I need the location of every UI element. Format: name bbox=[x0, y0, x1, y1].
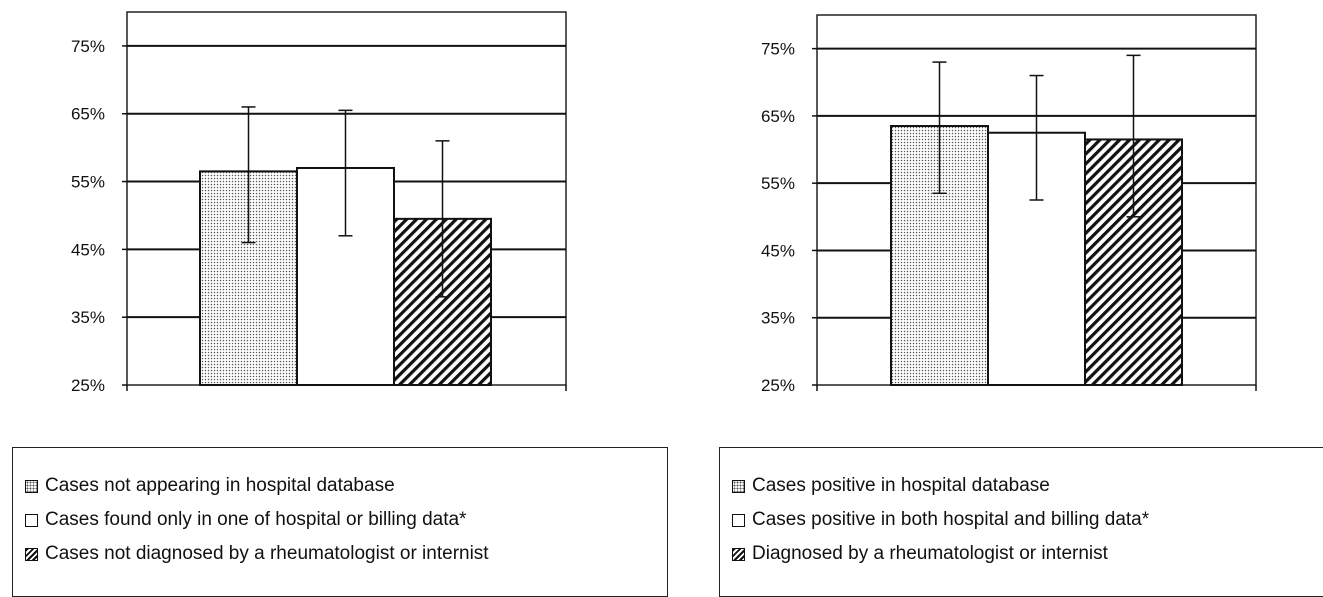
legend-item-dotted: Cases not appearing in hospital database bbox=[25, 469, 667, 503]
legend-item-white: Cases positive in both hospital and bill… bbox=[732, 503, 1323, 537]
y-tick-label: 45% bbox=[71, 240, 105, 259]
left-chart: 25% 35% 45% 55% 65% 75% bbox=[71, 11, 567, 395]
y-tick-label: 55% bbox=[761, 174, 795, 193]
legend-item-white: Cases found only in one of hospital or b… bbox=[25, 503, 667, 537]
y-tick-label: 25% bbox=[71, 376, 105, 395]
legend-label: Cases not diagnosed by a rheumatologist … bbox=[45, 543, 489, 564]
legend-label: Cases found only in one of hospital or b… bbox=[45, 509, 467, 530]
legend-item-dotted: Cases positive in hospital database bbox=[732, 469, 1323, 503]
legend-item-hatched: Cases not diagnosed by a rheumatologist … bbox=[25, 537, 667, 571]
y-tick-label: 65% bbox=[761, 107, 795, 126]
legend-label: Cases not appearing in hospital database bbox=[45, 475, 395, 496]
legend-item-hatched: Diagnosed by a rheumatologist or interni… bbox=[732, 537, 1323, 571]
y-tick-label: 25% bbox=[761, 376, 795, 395]
hatched-swatch-icon bbox=[732, 547, 745, 561]
right-chart: 25% 35% 45% 55% 65% 75% bbox=[761, 14, 1257, 395]
white-swatch-icon bbox=[25, 513, 38, 527]
hatched-swatch-icon bbox=[25, 547, 38, 561]
dotted-swatch-icon bbox=[732, 479, 745, 493]
y-tick-label: 45% bbox=[761, 241, 795, 260]
right-legend: Cases positive in hospital database Case… bbox=[719, 447, 1323, 597]
dotted-swatch-icon bbox=[25, 479, 38, 493]
legend-label: Diagnosed by a rheumatologist or interni… bbox=[752, 543, 1108, 564]
y-tick-label: 75% bbox=[761, 40, 795, 59]
y-tick-label: 35% bbox=[761, 309, 795, 328]
y-tick-label: 65% bbox=[71, 105, 105, 124]
y-tick-label: 75% bbox=[71, 37, 105, 56]
left-legend: Cases not appearing in hospital database… bbox=[12, 447, 668, 597]
y-tick-label: 55% bbox=[71, 173, 105, 192]
legend-label: Cases positive in both hospital and bill… bbox=[752, 509, 1150, 530]
legend-label: Cases positive in hospital database bbox=[752, 475, 1050, 496]
y-tick-label: 35% bbox=[71, 308, 105, 327]
white-swatch-icon bbox=[732, 513, 745, 527]
